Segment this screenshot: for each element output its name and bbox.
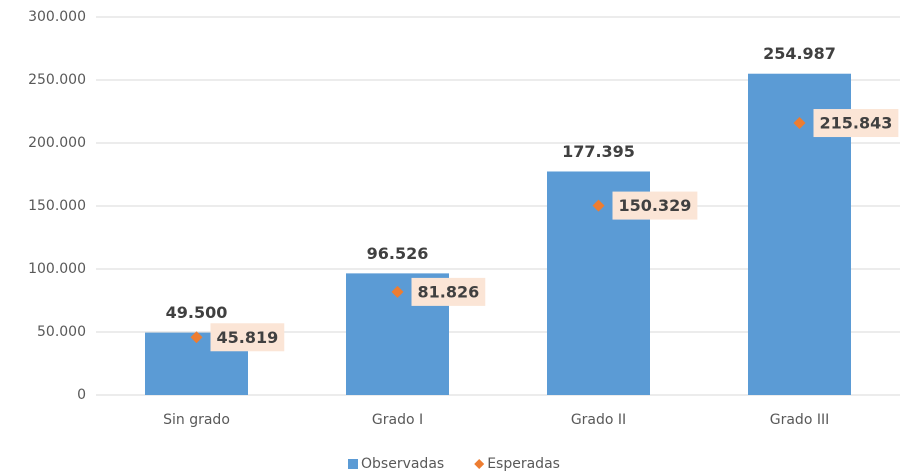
marker bbox=[391, 285, 404, 298]
value-label: 45.819 bbox=[217, 328, 279, 347]
legend-swatch bbox=[348, 459, 358, 469]
value-label: 150.329 bbox=[619, 196, 692, 215]
y-tick-label: 250.000 bbox=[28, 72, 86, 88]
marker bbox=[793, 117, 806, 130]
marker bbox=[190, 331, 203, 344]
x-tick-label: Sin grado bbox=[163, 412, 230, 428]
value-label: 81.826 bbox=[418, 282, 480, 301]
value-label-box bbox=[411, 277, 486, 306]
y-tick-label: 150.000 bbox=[28, 198, 86, 214]
y-tick-label: 300.000 bbox=[28, 9, 86, 25]
value-label: 177.395 bbox=[562, 142, 635, 161]
legend-label: Observadas bbox=[361, 456, 444, 472]
legend-swatch bbox=[474, 459, 485, 469]
x-tick-label: Grado II bbox=[571, 412, 626, 428]
value-label-box bbox=[210, 323, 285, 352]
x-tick-label: Grado I bbox=[372, 412, 423, 428]
value-label-box bbox=[612, 191, 698, 220]
y-tick-label: 100.000 bbox=[28, 261, 86, 277]
y-tick-label: 0 bbox=[77, 387, 86, 403]
value-label: 96.526 bbox=[367, 244, 429, 263]
x-tick-label: Grado III bbox=[770, 412, 829, 428]
value-label: 254.987 bbox=[763, 44, 836, 63]
value-label: 215.843 bbox=[820, 114, 893, 133]
legend-label: Esperadas bbox=[487, 456, 560, 472]
value-label-box bbox=[813, 109, 899, 138]
y-tick-label: 200.000 bbox=[28, 135, 86, 151]
value-label: 49.500 bbox=[166, 303, 228, 322]
marker bbox=[592, 199, 605, 212]
y-tick-label: 50.000 bbox=[37, 324, 86, 340]
